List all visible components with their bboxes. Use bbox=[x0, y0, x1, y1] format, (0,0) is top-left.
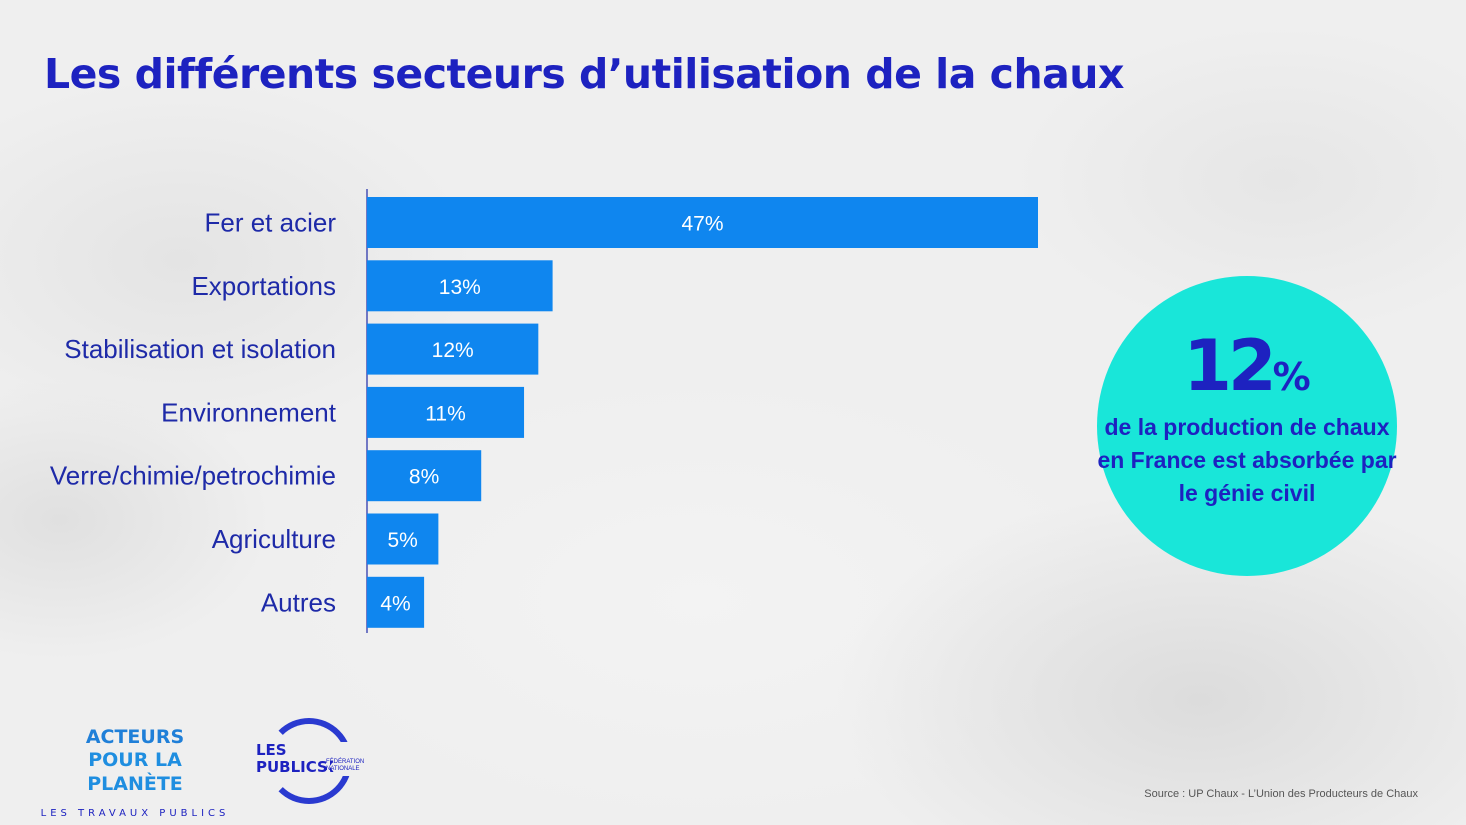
value-label: 13% bbox=[439, 276, 481, 299]
category-label: Fer et acier bbox=[205, 208, 337, 238]
bar bbox=[367, 576, 425, 628]
value-label: 5% bbox=[388, 529, 418, 552]
bar bbox=[367, 197, 1038, 248]
logo-tp-line2: PUBLICS bbox=[254, 758, 330, 776]
bar bbox=[367, 260, 553, 312]
highlight-circle: 12% de la production de chaux en France … bbox=[1097, 276, 1397, 576]
category-label: Stabilisation et isolation bbox=[64, 334, 336, 364]
logo-acteurs-line2: POUR LA PLANÈTE bbox=[87, 749, 183, 795]
highlight-figure: 12% bbox=[1183, 331, 1311, 401]
bar-chart: Fer et acier 47% Exportations 13% Stabilisat… bbox=[50, 189, 1038, 633]
source-note: Source : UP Chaux - L’Union des Producte… bbox=[1144, 788, 1418, 800]
chart-bars: Fer et acier 47% Exportations 13% Stabilisat… bbox=[50, 189, 1038, 633]
bar bbox=[367, 450, 482, 502]
bar bbox=[367, 513, 439, 565]
value-label: 8% bbox=[409, 466, 439, 489]
acteurs-pour-la-planete-logo: ACTEURS POUR LA PLANÈTE LES TRAVAUX PUBL… bbox=[40, 726, 230, 819]
category-label: Agriculture bbox=[212, 524, 336, 554]
bar bbox=[367, 323, 539, 375]
logo-tp-line3: FÉDÉRATION NATIONALE bbox=[326, 759, 365, 772]
category-label: Environnement bbox=[161, 397, 337, 427]
category-label: Autres bbox=[261, 587, 336, 617]
category-label: Verre/chimie/petrochimie bbox=[50, 461, 336, 491]
highlight-unit: % bbox=[1272, 354, 1311, 399]
logo-acteurs-line1: ACTEURS bbox=[85, 726, 185, 748]
highlight-number: 12 bbox=[1183, 324, 1276, 407]
page-title: Les différents secteurs d’utilisation de… bbox=[44, 50, 1124, 98]
bar bbox=[367, 386, 525, 438]
value-label: 4% bbox=[380, 592, 410, 615]
highlight-text: de la production de chaux en France est … bbox=[1097, 413, 1397, 506]
value-label: 12% bbox=[432, 339, 474, 362]
value-label: 47% bbox=[681, 213, 723, 236]
logo-acteurs-line3: LES TRAVAUX PUBLICS bbox=[40, 808, 230, 819]
les-travaux-publics-logo: LES TRAVAUX PUBLICS FÉDÉRATION NATIONALE bbox=[254, 718, 364, 810]
category-label: Exportations bbox=[191, 271, 336, 301]
value-label: 11% bbox=[425, 402, 465, 425]
